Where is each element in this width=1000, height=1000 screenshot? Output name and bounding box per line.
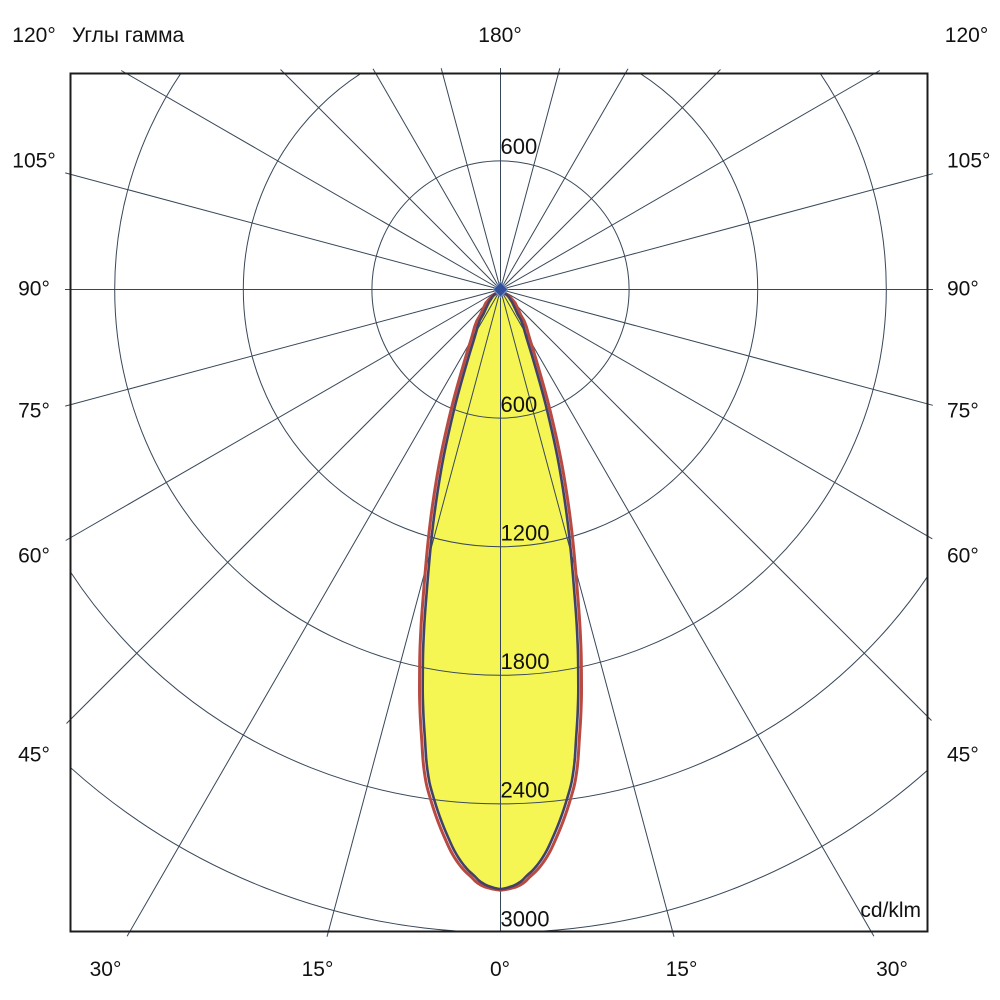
svg-text:75°: 75° bbox=[947, 400, 979, 423]
svg-text:30°: 30° bbox=[876, 958, 908, 981]
svg-text:cd/klm: cd/klm bbox=[860, 899, 921, 922]
svg-text:2400: 2400 bbox=[501, 778, 550, 803]
svg-text:60°: 60° bbox=[18, 545, 50, 568]
svg-text:1800: 1800 bbox=[501, 649, 550, 674]
svg-text:90°: 90° bbox=[947, 278, 979, 301]
svg-text:15°: 15° bbox=[666, 958, 698, 981]
svg-text:45°: 45° bbox=[18, 744, 50, 767]
svg-text:60°: 60° bbox=[947, 545, 979, 568]
svg-text:600: 600 bbox=[501, 392, 538, 417]
svg-text:75°: 75° bbox=[18, 400, 50, 423]
svg-text:Углы гамма: Углы гамма bbox=[72, 24, 185, 47]
svg-text:105°: 105° bbox=[947, 150, 990, 173]
svg-text:30°: 30° bbox=[90, 958, 122, 981]
svg-text:600: 600 bbox=[501, 134, 538, 159]
svg-text:0°: 0° bbox=[490, 958, 510, 981]
svg-text:120°: 120° bbox=[12, 24, 55, 47]
svg-text:105°: 105° bbox=[12, 150, 55, 173]
svg-text:180°: 180° bbox=[478, 24, 521, 47]
svg-text:120°: 120° bbox=[945, 24, 988, 47]
svg-text:90°: 90° bbox=[18, 278, 50, 301]
svg-text:15°: 15° bbox=[302, 958, 334, 981]
svg-text:3000: 3000 bbox=[501, 907, 550, 932]
svg-text:1200: 1200 bbox=[501, 521, 550, 546]
svg-text:45°: 45° bbox=[947, 744, 979, 767]
